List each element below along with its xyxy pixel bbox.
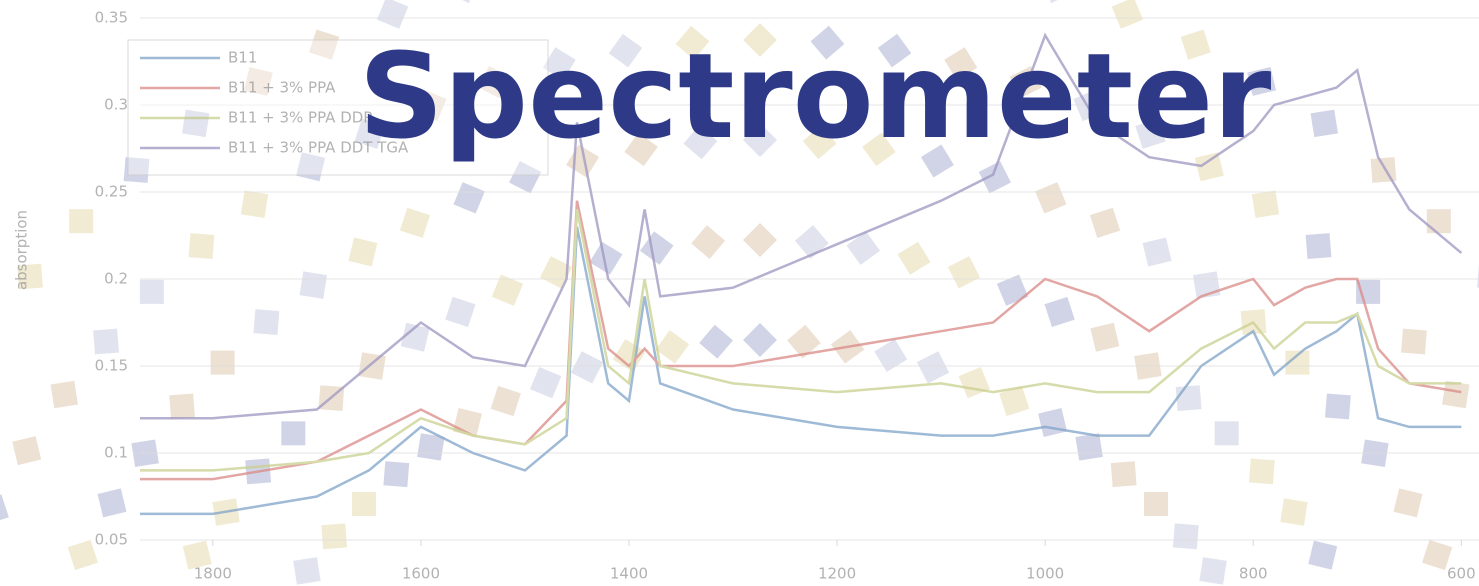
deco-square	[447, 0, 479, 3]
deco-square	[1394, 488, 1423, 517]
deco-square	[1111, 461, 1137, 487]
deco-square	[453, 182, 484, 213]
deco-square	[1090, 208, 1120, 238]
x-tick-label: 1200	[818, 565, 856, 583]
deco-square	[691, 225, 725, 259]
deco-square	[1144, 492, 1168, 516]
deco-square	[377, 0, 408, 29]
deco-square	[1176, 385, 1202, 411]
deco-square	[300, 271, 327, 298]
deco-square	[211, 351, 235, 375]
x-tick-label: 1800	[194, 565, 232, 583]
deco-square	[1173, 523, 1199, 549]
deco-square	[68, 540, 98, 570]
y-tick-label: 0.3	[104, 96, 128, 114]
deco-square	[1306, 233, 1332, 259]
deco-square	[1199, 557, 1226, 584]
deco-square	[281, 421, 305, 445]
x-tick-label: 1400	[610, 565, 648, 583]
y-tick-label: 0.2	[104, 270, 128, 288]
deco-square	[656, 330, 690, 364]
deco-square	[640, 231, 674, 265]
x-tick-label: 800	[1239, 565, 1268, 583]
deco-square	[1112, 0, 1143, 29]
deco-square	[1311, 110, 1338, 137]
deco-square	[1045, 297, 1075, 327]
deco-square	[1143, 238, 1172, 267]
deco-square	[1090, 323, 1119, 352]
y-tick-label: 0.15	[95, 357, 128, 375]
deco-square	[1075, 433, 1102, 460]
deco-square	[1442, 381, 1469, 408]
deco-square	[0, 494, 9, 524]
x-tick-label: 1600	[402, 565, 440, 583]
deco-square	[699, 325, 733, 359]
legend-label: B11 + 3% PPA	[228, 79, 336, 97]
y-axis-label: absorption	[13, 210, 31, 290]
deco-square	[348, 238, 377, 267]
banner: absorption 0.05 0.1 0.15 0.2 0.25 0.3 0.35 1800…	[0, 0, 1479, 586]
deco-square	[1038, 408, 1067, 437]
deco-square	[1308, 541, 1337, 570]
deco-square	[571, 351, 603, 383]
deco-square	[743, 223, 777, 257]
legend-label: B11 + 3% PPA DDP	[228, 109, 372, 127]
deco-square	[189, 233, 215, 259]
deco-square	[898, 242, 931, 275]
deco-square	[979, 161, 1011, 193]
deco-square	[254, 309, 280, 335]
y-tick-label: 0.35	[95, 9, 128, 27]
deco-square	[917, 351, 949, 383]
deco-square	[1401, 329, 1427, 355]
deco-square	[51, 381, 78, 408]
deco-square	[352, 492, 376, 516]
deco-square	[241, 191, 268, 218]
deco-square	[383, 461, 409, 487]
deco-square	[948, 256, 980, 288]
legend-label: B11	[228, 49, 257, 67]
banner-title: Spectrometer	[359, 27, 1272, 165]
y-tick-label: 0.05	[95, 531, 128, 549]
deco-square	[69, 209, 93, 233]
y-tick-label: 0.25	[95, 183, 128, 201]
deco-square	[93, 329, 119, 355]
deco-square	[530, 367, 561, 398]
deco-square	[491, 386, 521, 416]
deco-square	[846, 231, 880, 265]
deco-square	[1035, 182, 1066, 213]
x-tick-label: 600	[1447, 565, 1476, 583]
deco-square	[169, 394, 195, 420]
deco-square	[12, 436, 41, 465]
deco-square	[1427, 209, 1451, 233]
page: absorption 0.05 0.1 0.15 0.2 0.25 0.3 0.35 1800…	[0, 0, 1479, 586]
deco-square	[1249, 458, 1275, 484]
deco-square	[98, 488, 127, 517]
deco-square	[743, 323, 777, 357]
deco-square	[1280, 498, 1307, 525]
x-tick-label: 1000	[1026, 565, 1064, 583]
deco-square	[1325, 394, 1351, 420]
deco-square	[874, 339, 907, 372]
deco-square	[293, 557, 320, 584]
y-tick-label: 0.1	[104, 444, 128, 462]
deco-square	[959, 367, 990, 398]
deco-square	[1252, 191, 1279, 218]
deco-square	[400, 208, 430, 238]
deco-square	[1215, 421, 1239, 445]
deco-square	[445, 297, 475, 327]
deco-square	[321, 523, 347, 549]
deco-square	[1041, 0, 1073, 3]
deco-square	[140, 280, 164, 304]
